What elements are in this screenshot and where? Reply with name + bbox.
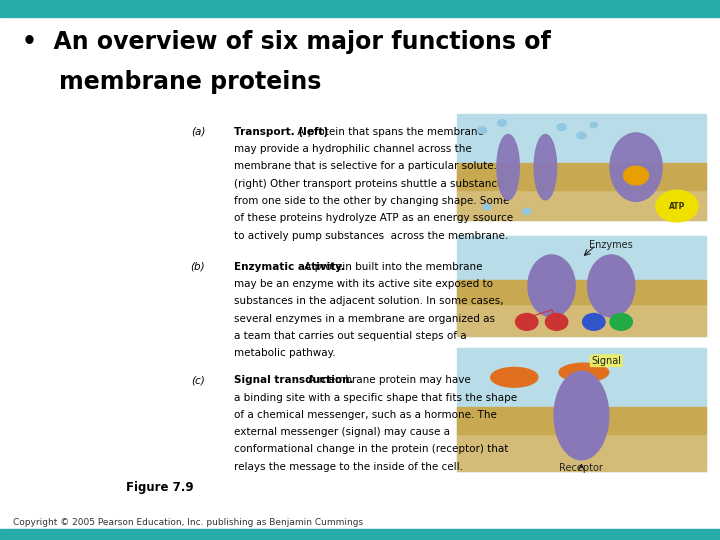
Text: metabolic pathway.: metabolic pathway. xyxy=(234,348,336,359)
Text: of a chemical messenger, such as a hormone. The: of a chemical messenger, such as a hormo… xyxy=(234,410,497,420)
Circle shape xyxy=(557,124,566,131)
Bar xyxy=(0,529,720,540)
Bar xyxy=(457,163,706,190)
Circle shape xyxy=(577,132,586,139)
Circle shape xyxy=(582,314,605,330)
Text: Signal transduction.: Signal transduction. xyxy=(234,375,354,386)
Text: conformational change in the protein (receptor) that: conformational change in the protein (re… xyxy=(234,444,508,455)
Text: may provide a hydrophilic channel across the: may provide a hydrophilic channel across… xyxy=(234,144,472,154)
Text: Receptor: Receptor xyxy=(559,463,603,474)
Circle shape xyxy=(624,166,649,185)
Text: A membrane protein may have: A membrane protein may have xyxy=(305,375,470,386)
Text: external messenger (signal) may cause a: external messenger (signal) may cause a xyxy=(234,427,450,437)
Text: (b): (b) xyxy=(191,262,205,272)
Text: Copyright © 2005 Pearson Education, Inc. publishing as Benjamin Cummings: Copyright © 2005 Pearson Education, Inc.… xyxy=(13,518,363,527)
Circle shape xyxy=(523,208,531,214)
Bar xyxy=(457,304,706,336)
Text: •  An overview of six major functions of: • An overview of six major functions of xyxy=(22,30,551,53)
Text: Figure 7.9: Figure 7.9 xyxy=(126,481,194,494)
Bar xyxy=(457,434,706,471)
Ellipse shape xyxy=(559,363,608,382)
Ellipse shape xyxy=(534,134,557,200)
Text: Transport. (left): Transport. (left) xyxy=(234,127,328,137)
Ellipse shape xyxy=(588,255,635,317)
Ellipse shape xyxy=(528,255,575,317)
Circle shape xyxy=(590,123,598,127)
Ellipse shape xyxy=(554,371,608,460)
Text: (a): (a) xyxy=(191,127,205,137)
Bar xyxy=(457,407,706,434)
Text: a team that carries out sequential steps of a: a team that carries out sequential steps… xyxy=(234,331,467,341)
Circle shape xyxy=(498,119,506,126)
Text: of these proteins hydrolyze ATP as an energy ssource: of these proteins hydrolyze ATP as an en… xyxy=(234,213,513,224)
Ellipse shape xyxy=(491,367,538,387)
Ellipse shape xyxy=(610,133,662,201)
Text: to actively pump substances  across the membrane.: to actively pump substances across the m… xyxy=(234,231,508,241)
Circle shape xyxy=(656,190,698,222)
Text: Enzymatic activity.: Enzymatic activity. xyxy=(234,262,345,272)
Text: (right) Other transport proteins shuttle a substance: (right) Other transport proteins shuttle… xyxy=(234,179,503,189)
Text: several enzymes in a membrane are organized as: several enzymes in a membrane are organi… xyxy=(234,314,495,324)
Bar xyxy=(457,190,706,220)
Text: (c): (c) xyxy=(192,375,205,386)
Text: ATP: ATP xyxy=(669,201,685,211)
Circle shape xyxy=(545,314,568,330)
Bar xyxy=(457,236,706,336)
Circle shape xyxy=(483,204,491,210)
Bar xyxy=(457,114,706,220)
Circle shape xyxy=(477,127,487,133)
Bar xyxy=(457,348,706,471)
Text: membrane that is selective for a particular solute.: membrane that is selective for a particu… xyxy=(234,161,497,172)
Text: A protein that spans the membrane: A protein that spans the membrane xyxy=(294,127,484,137)
Text: membrane proteins: membrane proteins xyxy=(59,70,321,94)
Text: may be an enzyme with its active site exposed to: may be an enzyme with its active site ex… xyxy=(234,279,493,289)
Text: substances in the adjacent solution. In some cases,: substances in the adjacent solution. In … xyxy=(234,296,503,307)
Circle shape xyxy=(610,314,632,330)
Text: relays the message to the inside of the cell.: relays the message to the inside of the … xyxy=(234,462,463,472)
Text: Enzymes: Enzymes xyxy=(590,240,633,250)
Circle shape xyxy=(516,314,538,330)
Text: A protein built into the membrane: A protein built into the membrane xyxy=(301,262,482,272)
Bar xyxy=(0,0,720,17)
Bar xyxy=(457,280,706,304)
Ellipse shape xyxy=(497,134,519,200)
Text: Signal: Signal xyxy=(591,356,621,366)
Text: a binding site with a specific shape that fits the shape: a binding site with a specific shape tha… xyxy=(234,393,517,403)
Text: from one side to the other by changing shape. Some: from one side to the other by changing s… xyxy=(234,196,509,206)
